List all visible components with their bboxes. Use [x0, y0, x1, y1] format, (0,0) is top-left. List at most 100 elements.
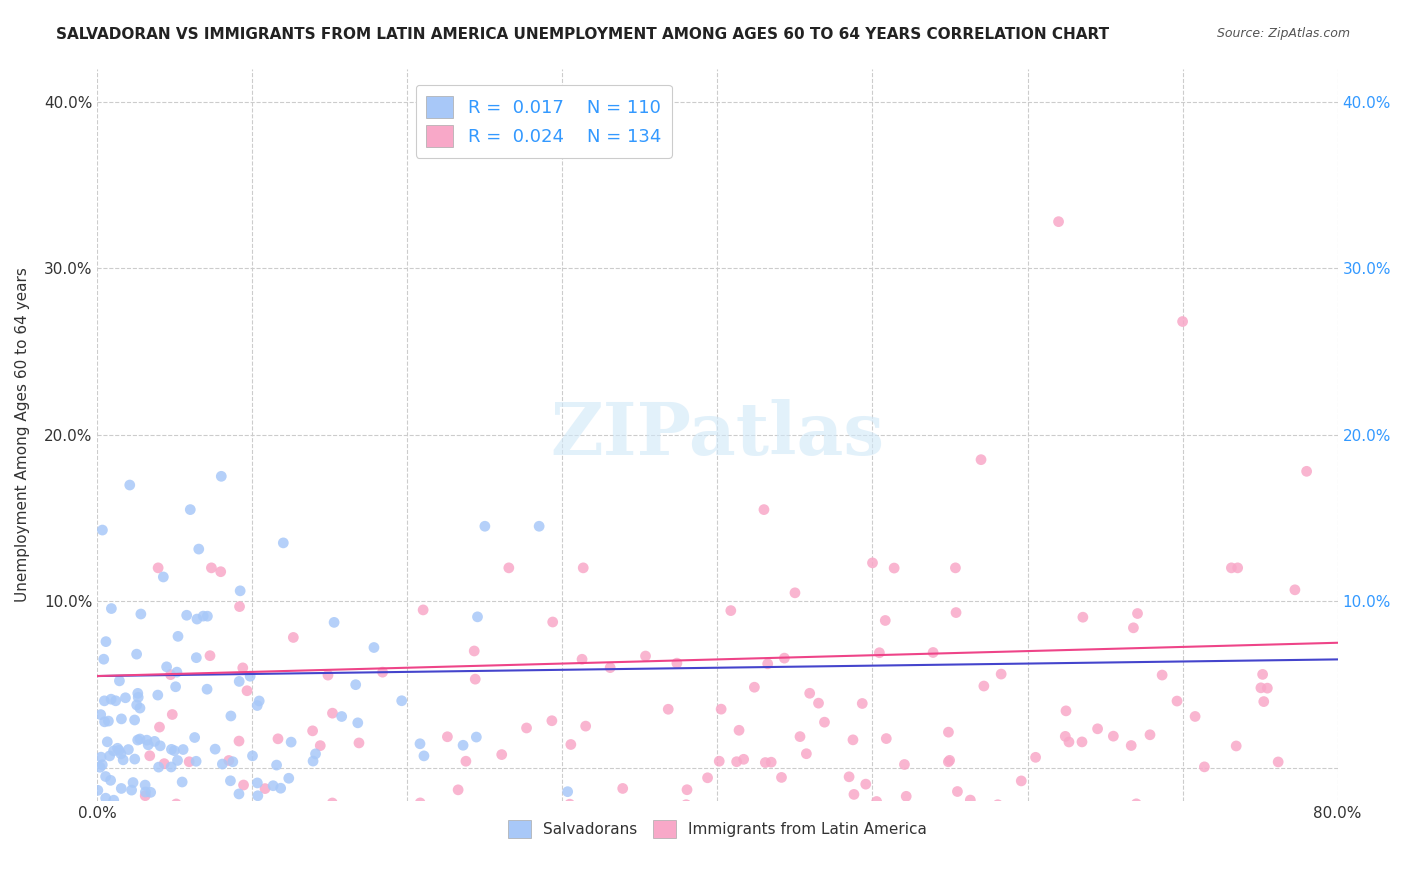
Point — [1025, 750, 1047, 764]
Point — [228, 674, 250, 689]
Point — [232, 661, 254, 675]
Point — [277, 771, 299, 785]
Point — [447, 782, 470, 797]
Point — [97, 714, 120, 728]
Point — [1087, 722, 1109, 736]
Point — [1220, 561, 1243, 575]
Point — [148, 720, 170, 734]
Point — [1241, 800, 1264, 814]
Point — [409, 796, 432, 810]
Point — [103, 744, 125, 758]
Point — [146, 561, 169, 575]
Point — [219, 773, 242, 788]
Point — [94, 791, 117, 805]
Point — [1152, 668, 1174, 682]
Point — [491, 747, 513, 762]
Point — [838, 770, 860, 784]
Point — [122, 775, 145, 789]
Point — [1125, 797, 1147, 811]
Point — [118, 478, 141, 492]
Point — [270, 781, 292, 796]
Point — [634, 648, 657, 663]
Point — [1102, 729, 1125, 743]
Point — [1225, 739, 1247, 753]
Point — [309, 739, 332, 753]
Point — [761, 755, 783, 769]
Point — [129, 607, 152, 621]
Point — [187, 542, 209, 557]
Point — [409, 737, 432, 751]
Point — [1054, 704, 1077, 718]
Point — [110, 747, 132, 761]
Point — [134, 778, 156, 792]
Point — [970, 452, 993, 467]
Point — [108, 673, 131, 688]
Point — [515, 721, 537, 735]
Point — [204, 742, 226, 756]
Point — [1194, 760, 1216, 774]
Point — [280, 735, 302, 749]
Point — [90, 707, 112, 722]
Point — [219, 709, 242, 723]
Text: SALVADORAN VS IMMIGRANTS FROM LATIN AMERICA UNEMPLOYMENT AMONG AGES 60 TO 64 YEA: SALVADORAN VS IMMIGRANTS FROM LATIN AMER… — [56, 27, 1109, 42]
Point — [1253, 695, 1275, 709]
Point — [862, 556, 884, 570]
Point — [254, 781, 277, 796]
Point — [347, 736, 370, 750]
Point — [541, 714, 564, 728]
Point — [229, 583, 252, 598]
Point — [266, 758, 288, 772]
Point — [159, 667, 181, 681]
Point — [665, 656, 688, 670]
Point — [855, 777, 877, 791]
Point — [796, 747, 818, 761]
Point — [107, 741, 129, 756]
Point — [236, 683, 259, 698]
Point — [938, 753, 960, 767]
Point — [125, 647, 148, 661]
Point — [121, 783, 143, 797]
Point — [474, 519, 496, 533]
Point — [228, 599, 250, 614]
Point — [267, 731, 290, 746]
Point — [129, 701, 152, 715]
Point — [93, 714, 115, 729]
Point — [744, 680, 766, 694]
Point — [247, 694, 270, 708]
Point — [134, 789, 156, 803]
Point — [129, 731, 152, 746]
Point — [896, 789, 918, 804]
Point — [127, 733, 149, 747]
Point — [572, 561, 595, 575]
Point — [186, 650, 208, 665]
Point — [1126, 607, 1149, 621]
Point — [868, 646, 890, 660]
Point — [537, 802, 560, 816]
Point — [436, 730, 458, 744]
Point — [321, 796, 343, 810]
Point — [1010, 773, 1032, 788]
Point — [114, 690, 136, 705]
Point — [883, 561, 905, 575]
Point — [93, 694, 115, 708]
Point — [344, 678, 367, 692]
Point — [134, 785, 156, 799]
Point — [813, 715, 835, 730]
Point — [198, 648, 221, 663]
Point — [842, 732, 865, 747]
Text: Source: ZipAtlas.com: Source: ZipAtlas.com — [1216, 27, 1350, 40]
Point — [103, 793, 125, 807]
Point — [170, 800, 193, 814]
Point — [541, 615, 564, 629]
Point — [1057, 735, 1080, 749]
Point — [176, 608, 198, 623]
Point — [162, 707, 184, 722]
Point — [1047, 214, 1070, 228]
Point — [135, 733, 157, 747]
Point — [90, 750, 112, 764]
Point — [789, 730, 811, 744]
Point — [242, 748, 264, 763]
Point — [183, 731, 205, 745]
Point — [1284, 582, 1306, 597]
Point — [165, 797, 187, 811]
